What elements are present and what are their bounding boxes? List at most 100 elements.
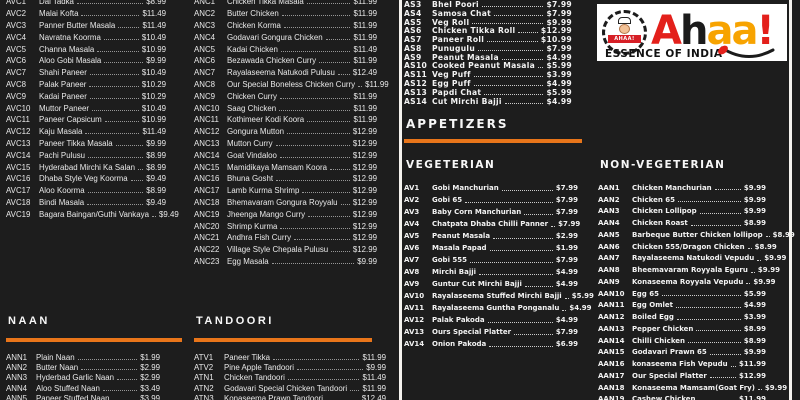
item-name: Gobi Manchurian: [432, 184, 499, 192]
item-code: AVC6: [6, 56, 27, 66]
item-code: ANC5: [194, 44, 216, 54]
item-price: $2.99: [140, 373, 160, 383]
item-code: ANC21: [194, 233, 220, 243]
item-name: Boiled Egg: [632, 313, 674, 322]
dotted-leader: [104, 62, 144, 64]
item-name: Chicken Korma: [227, 20, 281, 30]
item-name: Hyderbad Garlic Naan: [36, 373, 115, 383]
dotted-leader: [481, 5, 544, 7]
item-price: $3.99: [743, 313, 766, 322]
item-name: Konaseema Royyala Vepudu: [632, 277, 744, 286]
item-price: $9.99: [753, 277, 776, 286]
item-code: AS9: [404, 52, 422, 62]
appetizers-section-title: APPETIZERS: [406, 117, 509, 131]
item-code: ANN1: [6, 352, 28, 362]
item-price: $8.99: [743, 336, 766, 345]
item-name: Village Style Chepala Pulusu: [227, 245, 329, 255]
panel-divider: [789, 0, 792, 400]
dotted-leader: [307, 121, 351, 123]
item-code: ATV2: [194, 363, 214, 373]
item-name: Bheemavaram Royyala Eguru: [632, 266, 748, 275]
dotted-leader: [484, 93, 544, 95]
item-price: $10.29: [141, 91, 166, 101]
item-code: AVC2: [6, 9, 27, 19]
menu-item-row: AS12 Egg Puff $4.99: [404, 79, 572, 88]
menu-item-row: ANC20 Shrimp Kurma $12.99: [194, 220, 377, 232]
item-code: ANC2: [194, 9, 216, 19]
dotted-leader: [696, 330, 741, 332]
menu-item-row: AV10 Rayalaseema Stuffed Mirchi Bajji $5…: [404, 290, 594, 302]
menu-item-row: AV14 Onion Pakoda $6.99: [404, 338, 578, 350]
dotted-leader: [275, 144, 350, 146]
item-name: Chicken Lollipop: [632, 207, 697, 216]
menu-item-row: ANC12 Gongura Mutton $12.99: [194, 126, 377, 138]
dotted-leader: [118, 26, 140, 28]
item-price: $12.99: [352, 138, 377, 148]
menu-item-row: AS6 Chicken Tikka Roll $12.99: [404, 26, 572, 35]
item-code: AAN4: [598, 219, 620, 228]
item-code: AAN17: [598, 371, 625, 380]
menu-item-row: AAN13 Pepper Chicken $8.99: [598, 323, 766, 335]
item-name: Konaseema Mamsam(Goat Fry): [632, 383, 755, 392]
item-price: $6.99: [555, 340, 578, 348]
menu-item-row: AV3 Baby Corn Manchurian $7.99: [404, 206, 578, 218]
item-name: Mamidikaya Mamsam Koora: [227, 162, 327, 172]
menu-item-row: AV11 Rayalaseema Guntha Ponganalu $4.99: [404, 302, 592, 314]
menu-item-row: AAN19 Cashew Chicken $11.99: [598, 394, 766, 400]
item-name: Cooked Peanut Masala: [432, 61, 536, 71]
item-code: AV7: [404, 256, 420, 264]
item-code: ANN3: [6, 373, 28, 383]
dotted-leader: [89, 97, 139, 99]
item-price: $8.99: [754, 242, 777, 251]
item-name: Barbeque Butter Chicken lollipop: [632, 230, 763, 239]
item-code: AS7: [404, 35, 422, 45]
menu-item-row: AS13 Papdi Chat $5.99: [404, 88, 572, 97]
item-code: AV2: [404, 196, 420, 204]
item-name: Onion Pakoda: [432, 340, 487, 348]
item-code: AS10: [404, 61, 428, 71]
item-price: $1.99: [555, 244, 578, 252]
item-name: Butter Chicken: [227, 9, 279, 19]
item-name: Peanut Masala: [432, 52, 499, 62]
item-code: AAN8: [598, 266, 620, 275]
item-price: $4.99: [555, 316, 578, 324]
dotted-leader: [675, 306, 741, 308]
item-price: $12.99: [352, 174, 377, 184]
item-name: Gongura Mutton: [227, 127, 285, 137]
item-name: Chicken 555/Dragon Chicken: [632, 242, 745, 251]
item-price: $10.49: [141, 68, 166, 78]
item-name: Palak Pakoda: [432, 316, 485, 324]
menu-item-row: AVC5 Channa Masala $10.99: [6, 43, 166, 55]
item-price: $11.99: [353, 32, 377, 42]
dotted-leader: [472, 23, 544, 25]
dotted-leader: [97, 50, 139, 52]
menu-item-row: AAN17 Our Special Platter $12.99: [598, 370, 766, 382]
dotted-leader: [271, 262, 355, 264]
menu-item-row: AAN8 Bheemavaram Royyala Eguru $9.99: [598, 264, 780, 276]
item-name: Shahi Paneer: [39, 68, 87, 78]
item-code: AAN16: [598, 360, 625, 369]
item-code: AS6: [404, 26, 422, 36]
item-code: AAN13: [598, 324, 625, 333]
item-price: $11.99: [353, 115, 377, 125]
dotted-leader: [280, 227, 350, 229]
item-code: ATN1: [194, 373, 214, 383]
item-name: Paneer Capsicum: [39, 115, 102, 125]
dotted-leader: [340, 203, 350, 205]
dotted-leader: [138, 168, 144, 170]
menu-item-row: AS10 Cooked Peanut Masala $5.99: [404, 61, 572, 71]
item-name: Our Special Boneless Chicken Curry: [227, 79, 356, 89]
dotted-leader: [489, 345, 553, 347]
item-code: ANC1: [194, 0, 216, 7]
item-code: AVC8: [6, 79, 27, 89]
menu-item-row: ANC9 Chicken Curry $11.99: [194, 90, 377, 102]
item-code: AAN15: [598, 348, 625, 357]
menu-item-row: AAN1 Chicken Manchurian $9.99: [598, 182, 766, 194]
menu-item-row: ANC23 Egg Masala $9.99: [194, 256, 377, 268]
item-name: Chilli Chicken: [632, 336, 686, 345]
menu-item-row: AVC2 Malai Kofta $11.49: [6, 8, 166, 20]
item-price: $5.99: [743, 289, 766, 298]
item-price: $5.99: [571, 292, 594, 300]
item-name: Bezawada Chicken Curry: [227, 56, 317, 66]
menu-item-row: ANC22 Village Style Chepala Pulusu $12.9…: [194, 244, 377, 256]
